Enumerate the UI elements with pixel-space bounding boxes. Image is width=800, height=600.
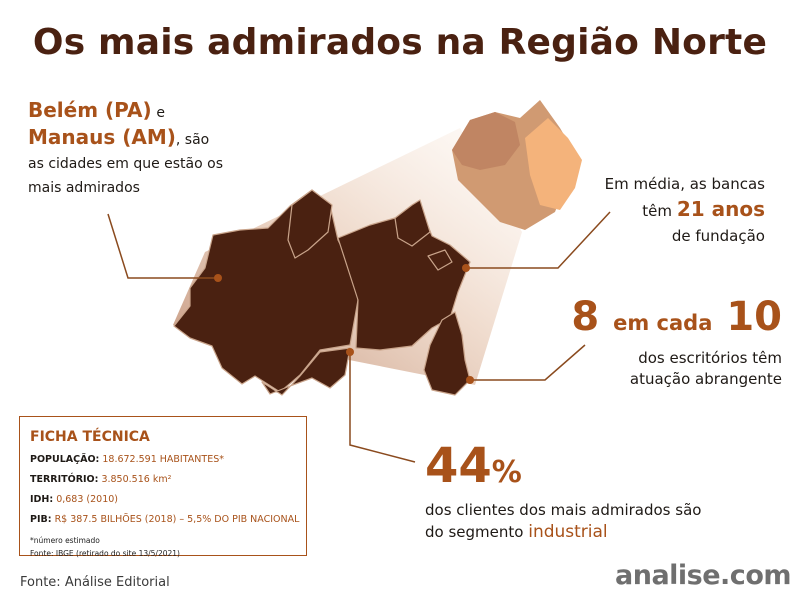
callout-line-clients: [349, 352, 416, 463]
callout-lines: [107, 211, 611, 463]
years-line3: de fundação: [671, 227, 765, 245]
ficha-value: 18.672.591 HABITANTES*: [102, 454, 224, 465]
marajo-island: [427, 249, 453, 271]
offices-mid: em cada: [613, 311, 713, 335]
state-amapa: [394, 199, 431, 247]
brazil-mini-map: [452, 100, 582, 230]
ficha-value: 0,683 (2010): [56, 494, 119, 505]
clients-line2: dos clientes dos mais admirados são: [425, 501, 702, 519]
north-region-map: [173, 189, 471, 396]
years-value: 21 anos: [676, 197, 765, 221]
cities-conj: e: [156, 105, 166, 121]
callout-line-offices: [470, 344, 586, 381]
city-manaus: Manaus (AM): [28, 125, 176, 149]
ficha-value: R$ 387.5 BILHÕES (2018) – 5,5% DO PIB NA…: [54, 514, 300, 525]
ficha-label: TERRITÓRIO:: [30, 474, 99, 485]
ficha-row-populacao: POPULAÇÃO: 18.672.591 HABITANTES*: [30, 450, 296, 470]
city-belem: Belém (PA): [28, 98, 152, 122]
cities-line4: mais admirados: [28, 180, 140, 196]
ficha-label: IDH:: [30, 494, 54, 505]
state-tocantins: [423, 311, 471, 396]
brand-logo: analise.com: [615, 560, 792, 591]
dot-belem: [462, 264, 470, 272]
ficha-note-source: Fonte: IBGE (retirado do site 13/5/2021): [30, 549, 180, 558]
ficha-label: PIB:: [30, 514, 52, 525]
ficha-tecnica-box: FICHA TÉCNICA POPULAÇÃO: 18.672.591 HABI…: [19, 416, 307, 558]
ficha-note-estimate: *número estimado: [30, 536, 100, 545]
ficha-title: FICHA TÉCNICA: [30, 429, 150, 445]
dot-manaus: [214, 274, 222, 282]
dot-offices: [466, 376, 474, 384]
callout-line-years: [466, 211, 611, 269]
callout-years: Em média, as bancas têm 21 anos de funda…: [560, 172, 765, 249]
ficha-value: 3.850.516 km²: [101, 474, 172, 485]
clients-line3-highlight: industrial: [528, 522, 608, 542]
offices-line3: atuação abrangente: [629, 370, 782, 388]
ficha-label: POPULAÇÃO:: [30, 454, 100, 465]
clients-value: 44: [425, 438, 492, 494]
page-title: Os mais admirados na Região Norte: [32, 22, 768, 63]
brazil-north-region: [452, 112, 520, 170]
dot-clients: [346, 348, 354, 356]
state-roraima: [287, 189, 333, 259]
cities-suffix: , são: [175, 132, 210, 148]
brazil-northeast: [525, 118, 582, 210]
callout-clients: 44% dos clientes dos mais admirados são …: [425, 440, 755, 543]
callout-dots: [214, 264, 474, 384]
callout-offices: 8 em cada 10 dos escritórios têm atuação…: [560, 292, 782, 390]
years-prefix: têm: [642, 202, 673, 220]
ficha-row-pib: PIB: R$ 387.5 BILHÕES (2018) – 5,5% DO P…: [30, 510, 299, 530]
callout-line-cities: [107, 213, 218, 279]
cities-line3: as cidades em que estão os: [28, 156, 223, 172]
offices-num1: 8: [571, 294, 600, 340]
years-line1: Em média, as bancas: [604, 175, 765, 193]
footer-source: Fonte: Análise Editorial: [20, 575, 170, 590]
clients-sign: %: [491, 455, 522, 490]
offices-num2: 10: [726, 294, 782, 340]
clients-line3-prefix: do segmento: [425, 523, 524, 541]
ficha-row-territorio: TERRITÓRIO: 3.850.516 km²: [30, 470, 296, 490]
offices-line2: dos escritórios têm: [638, 349, 782, 367]
state-acre: [261, 347, 351, 396]
callout-cities: Belém (PA) e Manaus (AM), são as cidades…: [28, 98, 278, 200]
ficha-row-idh: IDH: 0,683 (2010): [30, 490, 296, 510]
